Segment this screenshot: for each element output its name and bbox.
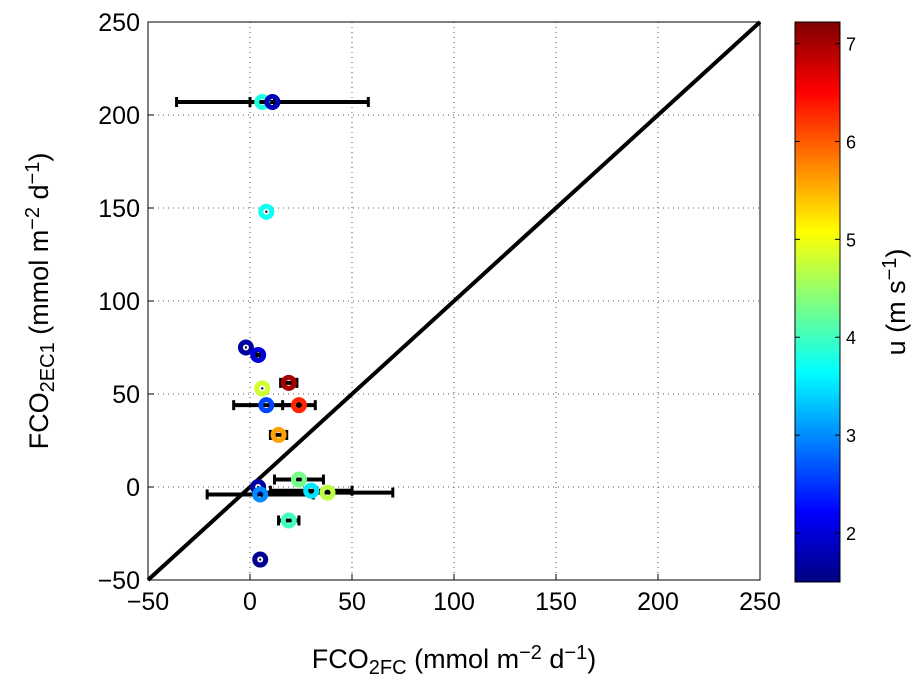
point-center: [277, 433, 280, 437]
one-to-one-line: [146, 20, 762, 582]
y-axis-label: FCO2EC1 (mmol m−2 d−1): [22, 153, 59, 450]
data-point: [252, 486, 269, 503]
point-center: [297, 403, 301, 407]
point-center: [297, 478, 301, 481]
point-center: [310, 489, 313, 492]
data-point: [252, 551, 269, 568]
data-point: [319, 484, 336, 501]
point-center: [256, 353, 260, 357]
data-point: [280, 512, 297, 529]
y-tick-label: 250: [98, 9, 140, 37]
point-center: [261, 387, 264, 390]
x-axis-label-part: ): [587, 644, 596, 674]
y-axis-label-part: −1: [22, 162, 44, 185]
point-center: [261, 100, 264, 104]
x-tick-label: 100: [433, 588, 475, 616]
data-point: [258, 203, 275, 220]
colorbar-tick-label: 4: [846, 328, 856, 348]
point-center: [244, 346, 248, 349]
point-center: [287, 381, 290, 385]
x-tick-label: 50: [338, 588, 366, 616]
colorbar-label-part: −1: [879, 258, 901, 281]
plot-frame: [147, 21, 761, 581]
colorbar-tick-label: 3: [846, 426, 856, 446]
data-point: [254, 380, 271, 397]
y-tick-label: −50: [98, 567, 140, 595]
y-tick-label: 50: [112, 381, 140, 409]
colorbar-label-part: ): [881, 249, 911, 258]
y-axis-label-part: (mmol m: [24, 230, 54, 342]
x-tick-label: 200: [637, 588, 679, 616]
y-axis-label-part: FCO: [24, 392, 54, 449]
x-tick-label: −50: [127, 588, 169, 616]
y-tick-label: 0: [126, 474, 140, 502]
y-axis-label-part: 2EC1: [37, 342, 59, 392]
point-center: [259, 493, 262, 496]
data-point: [258, 397, 275, 414]
x-tick-label: 250: [739, 588, 781, 616]
data-point: [237, 339, 254, 356]
data-point: [270, 426, 287, 443]
y-axis-label-part: d: [24, 184, 54, 207]
point-center: [287, 519, 290, 522]
point-center: [271, 100, 274, 104]
data-point: [290, 397, 307, 414]
x-axis-label-part: FCO: [312, 644, 369, 674]
x-axis-label-part: −2: [519, 642, 542, 664]
x-axis-label: FCO2FC (mmol m−2 d−1): [312, 642, 596, 679]
data-point: [290, 471, 307, 488]
y-tick-label: 150: [98, 195, 140, 223]
point-center: [265, 403, 268, 407]
colorbar-tick-label: 7: [846, 35, 856, 55]
colorbar-tick-label: 2: [846, 524, 856, 544]
data-point: [303, 482, 320, 499]
y-tick-label: 200: [98, 102, 140, 130]
colorbar-tick-label: 6: [846, 132, 856, 152]
data-point: [250, 346, 267, 363]
x-axis-label-part: (mmol m: [407, 644, 519, 674]
colorbar: [794, 21, 841, 583]
colorbar-tick-label: 5: [846, 230, 856, 250]
x-axis-label-part: d: [542, 644, 565, 674]
data-point: [250, 479, 267, 495]
x-tick-label: 0: [243, 588, 257, 616]
data-point: [280, 374, 297, 391]
colorbar-label: u (m s−1): [879, 249, 911, 356]
y-axis-label-part: ): [24, 153, 54, 162]
y-tick-label: 100: [98, 288, 140, 316]
y-axis-label-part: −2: [22, 207, 44, 230]
x-tick-label: 150: [535, 588, 577, 616]
colorbar-label-part: u (m s: [881, 280, 911, 355]
x-axis-label-part: 2FC: [369, 657, 407, 679]
data-point: [264, 93, 281, 110]
point-center: [265, 210, 268, 213]
x-axis-label-part: −1: [564, 642, 587, 664]
point-center: [326, 491, 329, 494]
point-center: [259, 558, 262, 561]
